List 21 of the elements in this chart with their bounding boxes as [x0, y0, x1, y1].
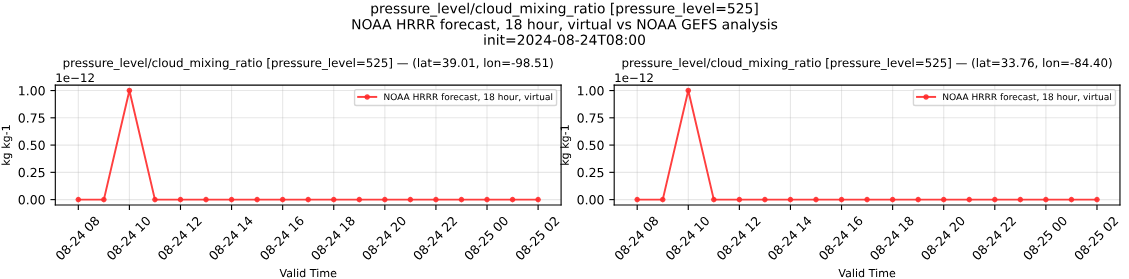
legend-label: NOAA HRRR forecast, 18 hour, virtual — [943, 93, 1111, 102]
y-tick-label: 0.25 — [577, 167, 604, 178]
y-tick-label: 0.25 — [18, 167, 45, 178]
text: 1e−12 — [615, 73, 653, 83]
y-tick-label: 0.75 — [577, 113, 604, 123]
text: pressure_level/cloud_mixing_ratio [pressure_level=525] NOAA HRRR forecast, 18 hour, virtual vs NOAA GEFS analysis init=2024-08-24T08:00 — [352, 2, 778, 46]
y-tick-label: 1.00 — [578, 86, 604, 96]
text: 1e−12 — [56, 73, 94, 83]
y-tick-label: 1.00 — [19, 86, 45, 96]
y-tick-label: 0.00 — [577, 195, 604, 205]
y-tick-label: 0.75 — [18, 113, 45, 123]
y-axis-title: kg kg-1 — [560, 125, 572, 165]
y-tick-label: 0.00 — [18, 195, 45, 205]
x-axis-title: Valid Time — [279, 268, 337, 278]
chart-title: pressure_level/cloud_mixing_ratio [pressure_level=525] — (lat=33.76, lon=-84.40) — [622, 58, 1112, 70]
y-tick-label: 0.50 — [577, 140, 604, 151]
x-axis-title: Valid Time — [838, 268, 896, 278]
y-axis-title: kg kg-1 — [1, 125, 13, 165]
legend-label: NOAA HRRR forecast, 18 hour, virtual — [384, 93, 553, 102]
y-tick-label: 0.50 — [18, 140, 45, 151]
chart-title: pressure_level/cloud_mixing_ratio [pressure_level=525] — (lat=39.01, lon=-98.51) — [63, 58, 553, 70]
